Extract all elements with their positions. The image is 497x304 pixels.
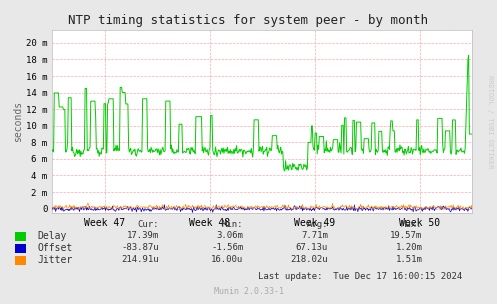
Text: 19.57m: 19.57m: [390, 231, 422, 240]
Text: Munin 2.0.33-1: Munin 2.0.33-1: [214, 287, 283, 296]
Text: Min:: Min:: [222, 220, 244, 230]
Text: Jitter: Jitter: [37, 255, 73, 265]
Text: 67.13u: 67.13u: [296, 243, 328, 252]
Text: 3.06m: 3.06m: [217, 231, 244, 240]
Text: 214.91u: 214.91u: [121, 255, 159, 264]
Y-axis label: seconds: seconds: [13, 101, 23, 142]
Text: 7.71m: 7.71m: [301, 231, 328, 240]
Text: Offset: Offset: [37, 243, 73, 253]
Text: -83.87u: -83.87u: [121, 243, 159, 252]
Text: Delay: Delay: [37, 231, 67, 240]
Text: 1.51m: 1.51m: [396, 255, 422, 264]
Text: Avg:: Avg:: [307, 220, 328, 230]
Text: 17.39m: 17.39m: [127, 231, 159, 240]
Text: 1.20m: 1.20m: [396, 243, 422, 252]
Text: RRDTOOL / TOBI OETIKER: RRDTOOL / TOBI OETIKER: [487, 75, 493, 168]
Text: 218.02u: 218.02u: [290, 255, 328, 264]
Text: NTP timing statistics for system peer - by month: NTP timing statistics for system peer - …: [69, 14, 428, 27]
Text: Cur:: Cur:: [138, 220, 159, 230]
Text: -1.56m: -1.56m: [211, 243, 244, 252]
Text: Last update:  Tue Dec 17 16:00:15 2024: Last update: Tue Dec 17 16:00:15 2024: [258, 272, 462, 281]
Text: 16.00u: 16.00u: [211, 255, 244, 264]
Text: Max:: Max:: [401, 220, 422, 230]
